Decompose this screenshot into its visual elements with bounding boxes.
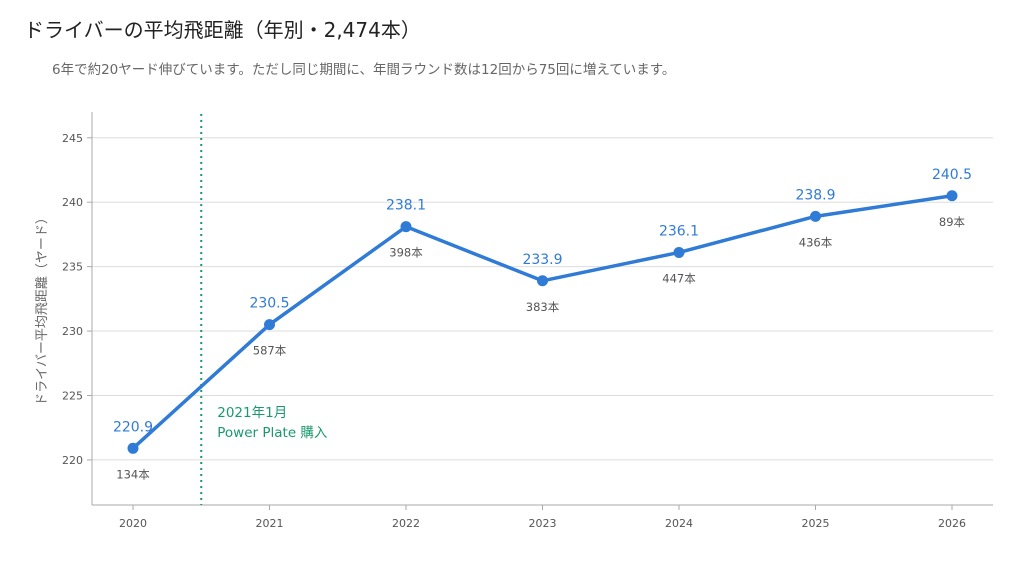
gridlines — [92, 137, 993, 461]
data-point — [946, 190, 958, 202]
value-label: 236.1 — [659, 223, 699, 239]
value-label: 240.5 — [932, 167, 972, 183]
x-tick-label: 2024 — [665, 517, 693, 530]
x-tick-label: 2026 — [938, 517, 966, 530]
data-point — [810, 210, 821, 222]
x-tick-label: 2025 — [802, 517, 830, 530]
y-tick-label: 220 — [62, 454, 83, 467]
annotation-text: Power Plate 購入 — [217, 425, 328, 441]
x-tick-label: 2020 — [119, 517, 147, 530]
data-point — [537, 275, 548, 287]
value-label: 238.1 — [386, 198, 426, 214]
x-tick-label: 2021 — [256, 517, 284, 530]
series — [127, 190, 958, 454]
annotation: 2021年1月 Power Plate 購入 — [200, 114, 328, 505]
x-tick-label: 2022 — [392, 517, 420, 530]
data-labels: 220.9 134本 230.5 587本 238.1 398本 233.9 383本 236.… — [113, 167, 972, 482]
annotation-text: 2021年1月 — [217, 405, 287, 421]
value-label: 220.9 — [113, 419, 153, 435]
y-tick-label: 240 — [62, 196, 83, 209]
y-tick-label: 225 — [62, 389, 83, 402]
y-axis-label: ドライバー平均飛距離（ヤード） — [35, 211, 50, 406]
count-label: 383本 — [526, 300, 560, 314]
count-label: 398本 — [389, 246, 423, 260]
value-label: 233.9 — [522, 252, 562, 268]
count-label: 134本 — [116, 467, 150, 481]
data-point — [400, 221, 412, 233]
y-tick-label: 235 — [62, 261, 83, 274]
value-label: 230.5 — [249, 296, 289, 312]
count-label: 436本 — [799, 235, 833, 249]
count-label: 447本 — [662, 271, 696, 285]
y-tick-label: 245 — [62, 132, 83, 145]
chart-subtitle: 6年で約20ヤード伸びています。ただし同じ期間に、年間ラウンド数は12回から75… — [52, 62, 676, 78]
data-point — [673, 246, 685, 258]
axes: 220 225 230 235 240 245 2020 2021 2022 2023 2024 20… — [35, 112, 993, 530]
count-label: 89本 — [939, 215, 966, 229]
data-point — [127, 442, 139, 454]
count-label: 587本 — [253, 344, 287, 358]
x-tick-label: 2023 — [529, 517, 557, 530]
y-tick-label: 230 — [62, 325, 83, 338]
chart-title: ドライバーの平均飛距離（年別・2,474本） — [24, 18, 421, 42]
data-point — [264, 319, 275, 331]
value-label: 238.9 — [795, 187, 835, 203]
